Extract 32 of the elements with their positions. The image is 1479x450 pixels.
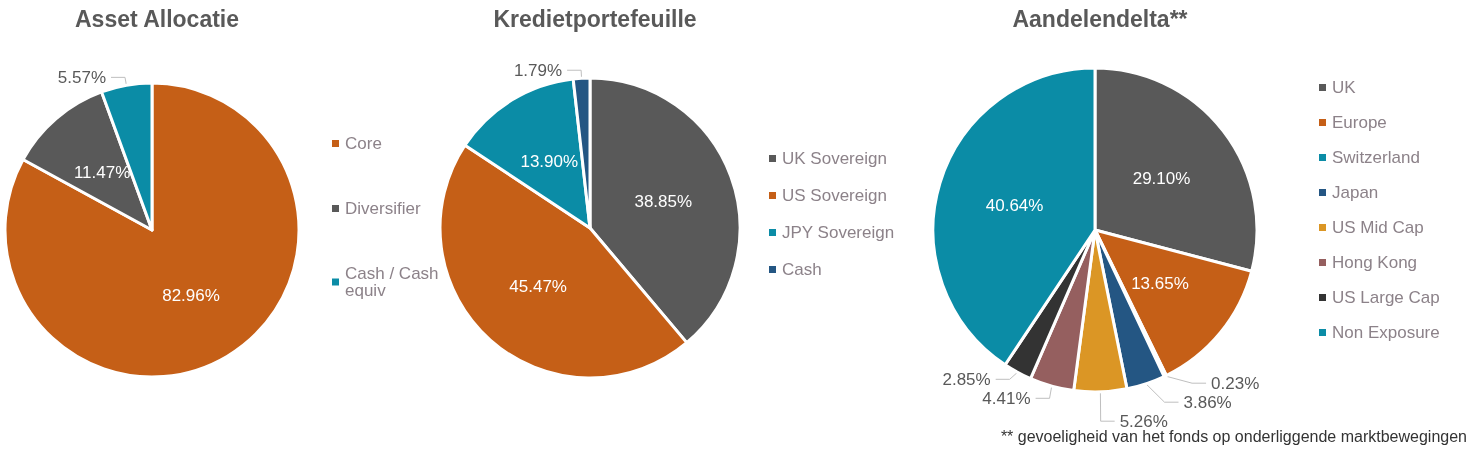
data-label: 3.86% <box>1183 392 1232 412</box>
legend-label: JPY Sovereign <box>782 223 895 242</box>
legend-label: US Mid Cap <box>1332 218 1424 237</box>
legend-label: US Sovereign <box>782 186 887 205</box>
data-label: 38.85% <box>634 191 693 211</box>
chart-title: Aandelendelta** <box>1012 5 1188 32</box>
data-label: 29.10% <box>1132 169 1191 189</box>
legend-label: Core <box>345 134 382 153</box>
legend-label: Europe <box>1332 113 1387 132</box>
data-label: 13.90% <box>520 151 579 171</box>
data-label: 5.57% <box>57 67 107 87</box>
data-label: 82.96% <box>162 286 220 306</box>
chart-title: Asset Allocatie <box>74 5 240 32</box>
legend-label: Japan <box>1332 183 1379 202</box>
data-label: 11.47% <box>73 162 131 182</box>
legend-label: UK Sovereign <box>782 149 887 168</box>
legend-label: Diversifier <box>345 199 421 218</box>
legend-label: Non Exposure <box>1332 323 1440 342</box>
data-label: 45.47% <box>509 276 567 296</box>
data-label: 4.41% <box>982 388 1031 408</box>
legend-label: UK <box>1332 78 1357 97</box>
data-label: 13.65% <box>1131 273 1189 293</box>
legend-label: Switzerland <box>1332 148 1420 167</box>
data-label: 40.64% <box>985 196 1044 216</box>
legend-label: Cash <box>782 260 822 279</box>
legend-label: US Large Cap <box>1332 288 1440 307</box>
data-label: 2.85% <box>942 369 991 389</box>
data-label: 1.79% <box>513 60 563 80</box>
chart-title: Kredietportefeuille <box>493 5 697 32</box>
legend-label: Hong Kong <box>1332 253 1418 272</box>
legend-label: Cash / Cash equiv <box>345 264 444 300</box>
data-label: 0.23% <box>1211 373 1260 393</box>
